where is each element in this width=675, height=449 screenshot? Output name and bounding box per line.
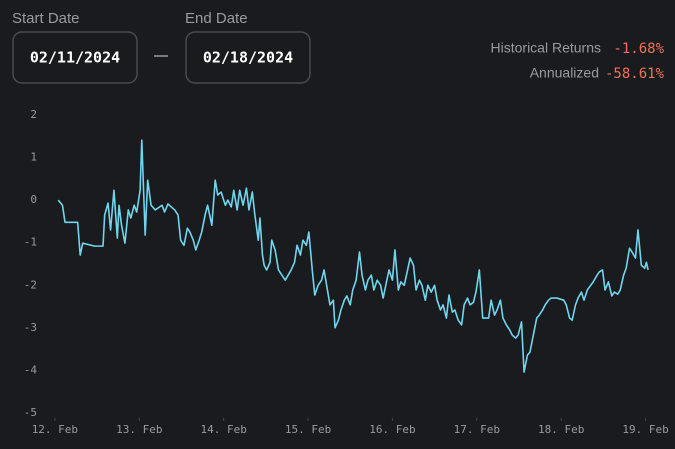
annualized-label: Annualized xyxy=(530,65,599,81)
x-tick-label: 16. Feb xyxy=(369,423,415,436)
y-tick-label: -3 xyxy=(24,321,37,334)
x-tick-label: 15. Feb xyxy=(285,423,331,436)
start-date-input[interactable] xyxy=(12,31,138,84)
y-tick-label: 1 xyxy=(30,151,37,164)
x-tick-label: 17. Feb xyxy=(454,423,500,436)
price-line xyxy=(57,139,649,373)
end-date-value[interactable]: 02/18/2024 xyxy=(203,49,293,67)
end-date-input[interactable] xyxy=(185,31,311,84)
y-tick-label: -1 xyxy=(24,236,37,249)
y-tick-label: -2 xyxy=(24,278,37,291)
start-date-value[interactable]: 02/11/2024 xyxy=(30,49,120,67)
y-tick-label: -4 xyxy=(24,363,38,376)
x-tick-label: 13. Feb xyxy=(116,423,162,436)
start-label: Start Date xyxy=(12,10,80,27)
returns-value: -1.68% xyxy=(613,41,664,57)
y-tick-label: -5 xyxy=(24,406,37,419)
x-tick-label: 12. Feb xyxy=(32,423,78,436)
annualized-value: -58.61% xyxy=(605,66,665,82)
end-label: End Date xyxy=(185,10,248,27)
returns-label: Historical Returns xyxy=(491,40,601,56)
x-tick-label: 18. Feb xyxy=(538,423,584,436)
chart: -5 -4 -3 -2 -1 0 1 2 12. Feb 13. Feb 14. Feb 15. Fe… xyxy=(24,108,669,436)
x-tick-label: 14. Feb xyxy=(200,423,246,436)
y-tick-label: 2 xyxy=(30,108,37,121)
x-tick-label: 19. Feb xyxy=(622,423,668,436)
y-tick-label: 0 xyxy=(30,193,37,206)
